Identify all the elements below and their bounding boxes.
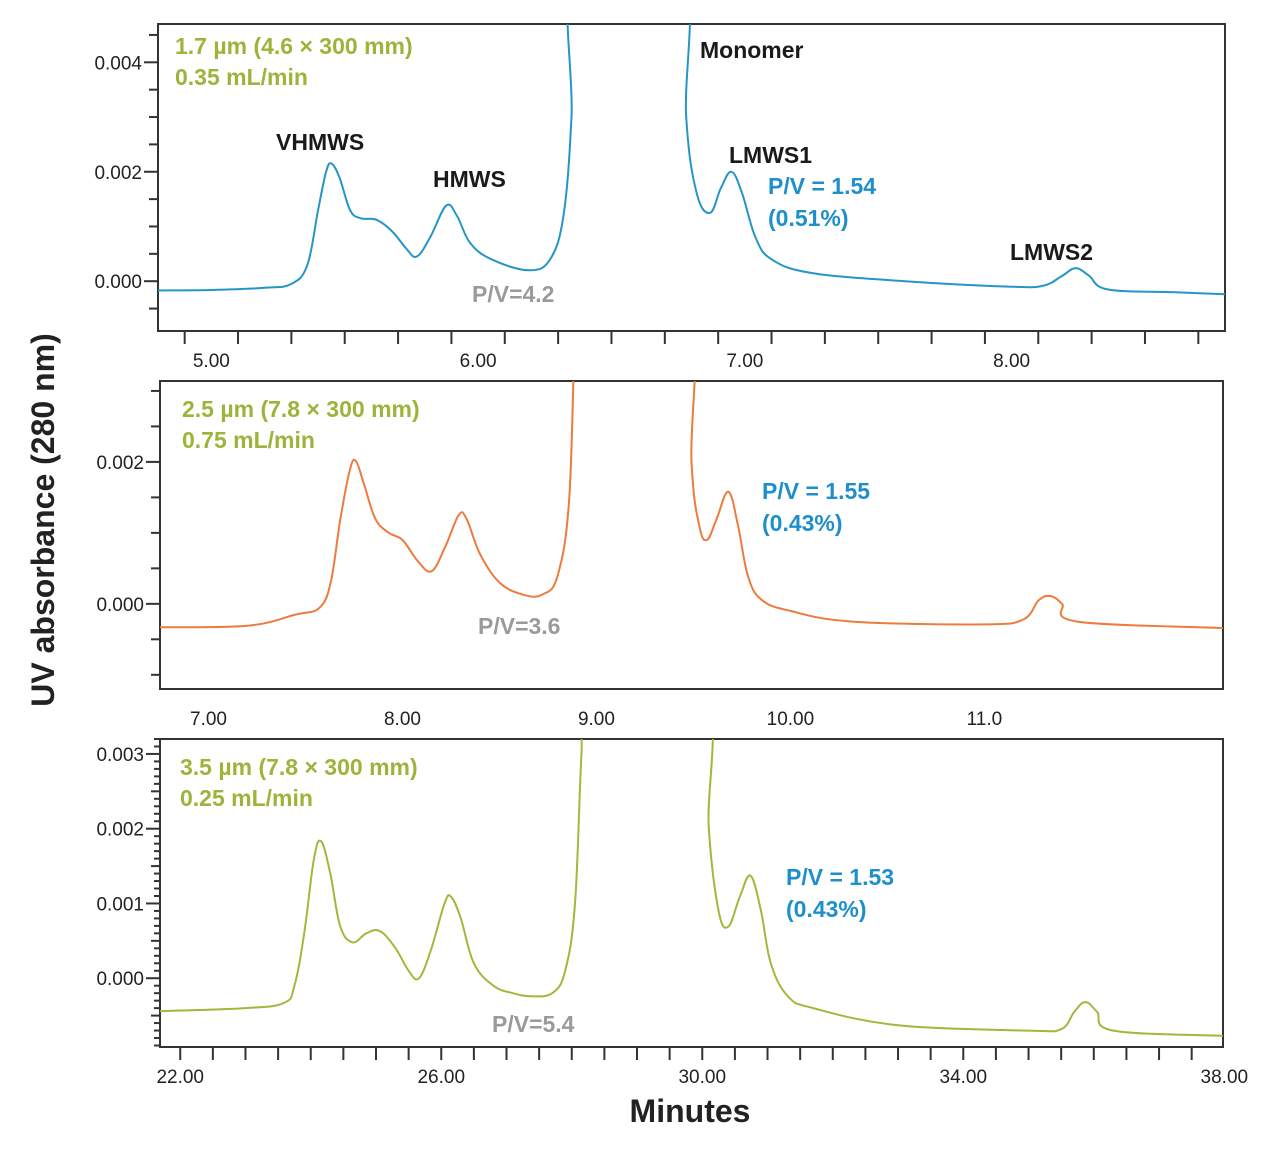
x-tick-label: 8.00 bbox=[384, 709, 421, 730]
y-tick-label: 0.000 bbox=[96, 969, 144, 990]
annotation-label: P/V=4.2 bbox=[472, 281, 554, 307]
annotation-label: 2.5 µm (7.8 × 300 mm) bbox=[182, 396, 420, 422]
annotation-label: 0.75 mL/min bbox=[182, 427, 315, 453]
x-tick-label: 22.00 bbox=[156, 1067, 204, 1088]
y-tick-label: 0.002 bbox=[96, 820, 144, 841]
plot-frame bbox=[159, 738, 1224, 1048]
annotation-label: P/V = 1.55 bbox=[762, 478, 870, 504]
annotation-label: P/V=3.6 bbox=[478, 613, 560, 639]
y-tick-label: 0.002 bbox=[94, 163, 142, 184]
y-tick-label: 0.000 bbox=[94, 272, 142, 293]
annotation-label: P/V = 1.53 bbox=[786, 864, 894, 890]
y-tick-label: 0.004 bbox=[94, 53, 142, 74]
chromatogram-trace bbox=[160, 381, 1223, 629]
annotation-label: HMWS bbox=[433, 166, 506, 192]
x-tick-label: 11.0 bbox=[967, 709, 1003, 730]
annotation-label: (0.43%) bbox=[786, 896, 867, 922]
panel-3: 0.000 0.001 0.002 0.003 22.00 26.00 30.00 34.00… bbox=[96, 738, 1249, 1088]
annotation-label: (0.51%) bbox=[768, 205, 849, 231]
y-tick-label: 0.001 bbox=[96, 894, 144, 915]
x-tick-label: 6.00 bbox=[460, 351, 497, 372]
annotation-label: LMWS2 bbox=[1010, 239, 1093, 265]
x-tick-label: 10.00 bbox=[767, 709, 815, 730]
y-tick-label: 0.000 bbox=[96, 595, 144, 616]
annotation-label: 1.7 µm (4.6 × 300 mm) bbox=[175, 33, 413, 59]
x-tick-label: 38.00 bbox=[1201, 1067, 1249, 1088]
x-tick-label: 7.00 bbox=[726, 351, 763, 372]
x-tick-label: 30.00 bbox=[678, 1067, 726, 1088]
chromatogram-trace bbox=[160, 739, 1223, 1037]
x-axis-title: Minutes bbox=[630, 1093, 751, 1129]
annotation-label: Monomer bbox=[700, 37, 804, 63]
plot-frame bbox=[157, 23, 1226, 332]
plot-frame bbox=[159, 380, 1224, 690]
x-tick-label: 5.00 bbox=[193, 351, 230, 372]
annotation-label: P/V = 1.54 bbox=[768, 173, 876, 199]
x-tick-label: 34.00 bbox=[940, 1067, 988, 1088]
annotation-label: LMWS1 bbox=[729, 142, 812, 168]
y-axis-title: UV absorbance (280 nm) bbox=[25, 333, 61, 706]
y-tick-label: 0.003 bbox=[96, 745, 144, 766]
x-tick-label: 26.00 bbox=[417, 1067, 465, 1088]
annotation-label: 3.5 µm (7.8 × 300 mm) bbox=[180, 754, 418, 780]
annotation-label: 0.25 mL/min bbox=[180, 785, 313, 811]
panel-1: 0.000 0.002 0.004 5.00 6.00 7.00 8.00 1.7 µm (4… bbox=[94, 23, 1226, 372]
annotation-label: VHMWS bbox=[276, 129, 364, 155]
annotation-label: P/V=5.4 bbox=[492, 1011, 575, 1037]
x-tick-label: 8.00 bbox=[993, 351, 1030, 372]
annotation-label: 0.35 mL/min bbox=[175, 64, 308, 90]
chromatogram-trace bbox=[158, 24, 1225, 296]
annotation-label: (0.43%) bbox=[762, 510, 843, 536]
x-tick-label: 7.00 bbox=[190, 709, 227, 730]
y-tick-label: 0.002 bbox=[96, 453, 144, 474]
panel-2: 0.000 0.002 7.00 8.00 9.00 10.00 11.0 2.5 µm (7… bbox=[96, 380, 1224, 730]
x-tick-label: 9.00 bbox=[578, 709, 615, 730]
